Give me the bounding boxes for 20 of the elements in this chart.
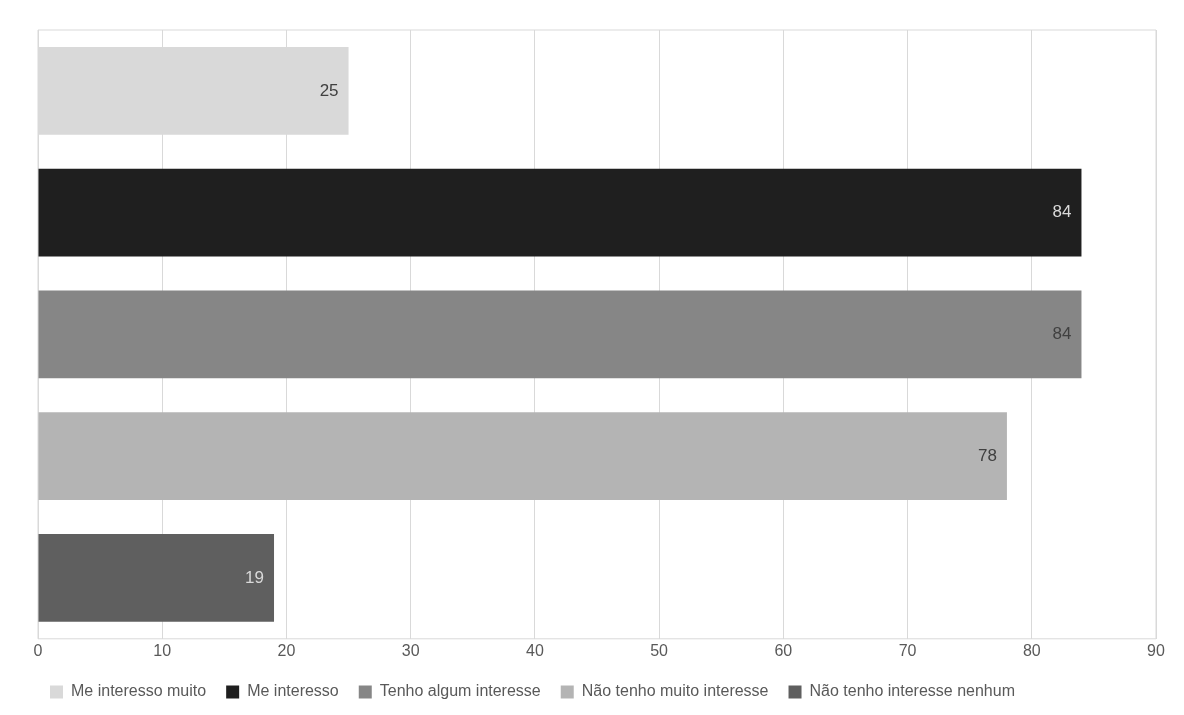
data-label: 25 — [319, 80, 339, 100]
data-label: 84 — [1052, 324, 1072, 344]
legend-label: Não tenho muito interesse — [581, 682, 769, 700]
x-tick-label: 30 — [401, 641, 420, 659]
x-tick-label: 50 — [650, 641, 669, 659]
x-tick-label: 90 — [1147, 641, 1165, 659]
x-tick-label: 80 — [1022, 641, 1041, 659]
x-tick-label: 20 — [277, 641, 296, 659]
x-tick-label: 0 — [33, 641, 43, 659]
data-label: 19 — [245, 567, 265, 587]
legend-label: Não tenho interesse nenhum — [809, 682, 1015, 700]
x-tick-label: 70 — [898, 641, 917, 659]
legend-label: Me interesso muito — [71, 682, 207, 700]
legend-label: Me interesso — [247, 682, 339, 700]
x-tick-label: 40 — [525, 641, 544, 659]
x-tick-label: 60 — [774, 641, 793, 659]
data-label: 78 — [978, 445, 997, 465]
x-tick-label: 10 — [153, 641, 172, 659]
legend-label: Tenho algum interesse — [379, 682, 541, 700]
data-label: 84 — [1052, 202, 1072, 222]
